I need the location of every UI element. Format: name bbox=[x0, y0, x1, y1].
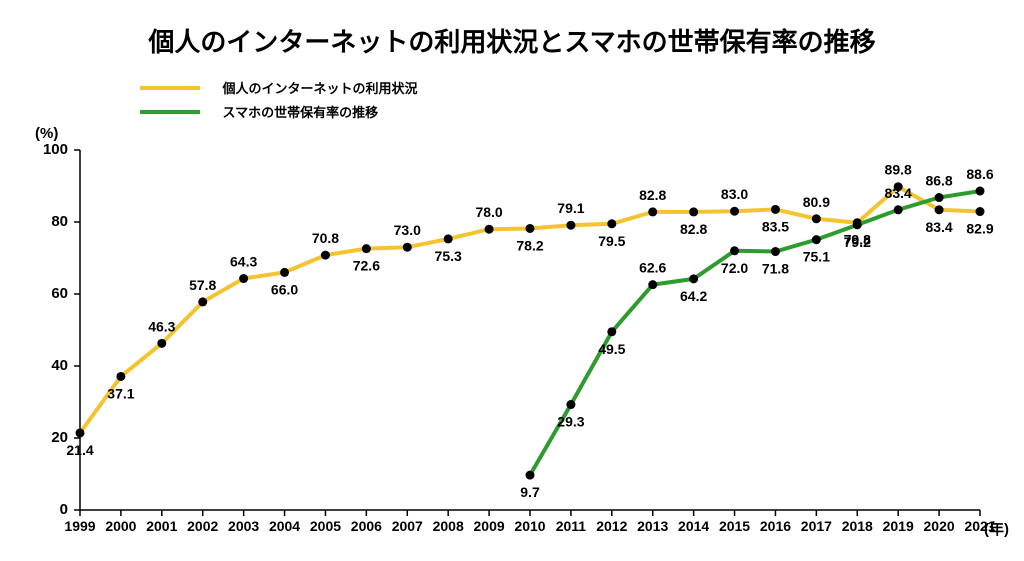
value-label-smartphone: 75.1 bbox=[803, 249, 830, 265]
value-label-internet: 89.8 bbox=[885, 162, 912, 178]
x-tick-label: 2013 bbox=[637, 518, 668, 534]
series-marker-internet bbox=[444, 234, 453, 243]
y-tick-label: 60 bbox=[51, 285, 68, 302]
value-label-internet: 82.8 bbox=[639, 187, 666, 203]
x-tick-label: 2020 bbox=[924, 518, 955, 534]
x-tick-label: 2014 bbox=[678, 518, 709, 534]
value-label-smartphone: 29.3 bbox=[557, 414, 584, 430]
chart-container: 個人のインターネットの利用状況とスマホの世帯保有率の推移 個人のインターネットの… bbox=[0, 0, 1024, 561]
value-label-internet: 21.4 bbox=[66, 442, 93, 458]
x-tick-label: 2010 bbox=[514, 518, 545, 534]
series-marker-internet bbox=[198, 297, 207, 306]
series-marker-internet bbox=[116, 372, 125, 381]
series-marker-smartphone bbox=[526, 471, 535, 480]
series-marker-internet bbox=[280, 268, 289, 277]
x-tick-label: 2002 bbox=[187, 518, 218, 534]
x-tick-label: 2019 bbox=[883, 518, 914, 534]
x-tick-label: 2021 bbox=[964, 518, 995, 534]
series-marker-smartphone bbox=[812, 235, 821, 244]
value-label-internet: 80.9 bbox=[803, 194, 830, 210]
value-label-internet: 83.5 bbox=[762, 218, 789, 234]
series-marker-smartphone bbox=[607, 327, 616, 336]
series-marker-smartphone bbox=[730, 246, 739, 255]
series-marker-internet bbox=[771, 205, 780, 214]
series-marker-internet bbox=[403, 243, 412, 252]
value-label-smartphone: 83.4 bbox=[885, 185, 912, 201]
value-label-internet: 82.8 bbox=[680, 221, 707, 237]
value-label-internet: 79.5 bbox=[598, 233, 625, 249]
chart-svg: 0204060801001999200020012002200320042005… bbox=[0, 0, 1024, 561]
series-marker-smartphone bbox=[771, 247, 780, 256]
x-tick-label: 2003 bbox=[228, 518, 259, 534]
value-label-smartphone: 64.2 bbox=[680, 288, 707, 304]
x-tick-label: 2008 bbox=[433, 518, 464, 534]
series-marker-smartphone bbox=[853, 220, 862, 229]
series-marker-internet bbox=[566, 221, 575, 230]
series-marker-internet bbox=[362, 244, 371, 253]
x-tick-label: 2015 bbox=[719, 518, 750, 534]
value-label-smartphone: 62.6 bbox=[639, 260, 666, 276]
series-marker-internet bbox=[485, 225, 494, 234]
x-tick-label: 2000 bbox=[105, 518, 136, 534]
series-marker-internet bbox=[607, 219, 616, 228]
value-label-smartphone: 88.6 bbox=[966, 166, 993, 182]
series-marker-internet bbox=[689, 207, 698, 216]
series-marker-internet bbox=[976, 207, 985, 216]
x-tick-label: 1999 bbox=[64, 518, 95, 534]
value-label-internet: 83.0 bbox=[721, 186, 748, 202]
value-label-internet: 78.0 bbox=[475, 204, 502, 220]
x-tick-label: 2016 bbox=[760, 518, 791, 534]
x-tick-label: 2009 bbox=[474, 518, 505, 534]
y-tick-label: 80 bbox=[51, 213, 68, 230]
x-tick-label: 2017 bbox=[801, 518, 832, 534]
y-tick-label: 40 bbox=[51, 357, 68, 374]
series-marker-smartphone bbox=[976, 187, 985, 196]
series-marker-smartphone bbox=[648, 280, 657, 289]
value-label-internet: 72.6 bbox=[353, 258, 380, 274]
series-marker-smartphone bbox=[689, 274, 698, 283]
x-tick-label: 2011 bbox=[556, 518, 587, 534]
x-tick-label: 2004 bbox=[269, 518, 300, 534]
series-marker-smartphone bbox=[566, 400, 575, 409]
series-marker-internet bbox=[812, 214, 821, 223]
x-tick-label: 2007 bbox=[392, 518, 423, 534]
value-label-smartphone: 86.8 bbox=[925, 173, 952, 189]
series-marker-smartphone bbox=[935, 193, 944, 202]
y-tick-label: 100 bbox=[43, 141, 68, 158]
value-label-smartphone: 9.7 bbox=[520, 484, 540, 500]
value-label-smartphone: 71.8 bbox=[762, 261, 789, 277]
series-marker-internet bbox=[239, 274, 248, 283]
series-marker-internet bbox=[935, 205, 944, 214]
value-label-internet: 66.0 bbox=[271, 281, 298, 297]
series-marker-internet bbox=[76, 428, 85, 437]
value-label-internet: 70.8 bbox=[312, 230, 339, 246]
x-tick-label: 2005 bbox=[310, 518, 341, 534]
series-marker-internet bbox=[157, 339, 166, 348]
value-label-internet: 75.3 bbox=[435, 248, 462, 264]
series-marker-smartphone bbox=[894, 205, 903, 214]
value-label-internet: 57.8 bbox=[189, 277, 216, 293]
value-label-smartphone: 49.5 bbox=[598, 341, 625, 357]
x-tick-label: 2018 bbox=[842, 518, 873, 534]
value-label-internet: 73.0 bbox=[394, 222, 421, 238]
series-marker-internet bbox=[321, 251, 330, 260]
value-label-smartphone: 72.0 bbox=[721, 260, 748, 276]
value-label-smartphone: 79.2 bbox=[844, 234, 871, 250]
series-line-internet bbox=[80, 187, 980, 433]
series-marker-internet bbox=[730, 207, 739, 216]
value-label-internet: 82.9 bbox=[966, 221, 993, 237]
value-label-internet: 46.3 bbox=[148, 318, 175, 334]
value-label-internet: 83.4 bbox=[925, 219, 952, 235]
value-label-internet: 78.2 bbox=[516, 237, 543, 253]
series-marker-internet bbox=[648, 207, 657, 216]
x-tick-label: 2012 bbox=[596, 518, 627, 534]
value-label-internet: 64.3 bbox=[230, 254, 257, 270]
y-tick-label: 0 bbox=[60, 501, 68, 518]
value-label-internet: 37.1 bbox=[107, 385, 134, 401]
value-label-internet: 79.1 bbox=[557, 200, 584, 216]
x-tick-label: 2006 bbox=[351, 518, 382, 534]
x-tick-label: 2001 bbox=[146, 518, 177, 534]
series-marker-internet bbox=[526, 224, 535, 233]
